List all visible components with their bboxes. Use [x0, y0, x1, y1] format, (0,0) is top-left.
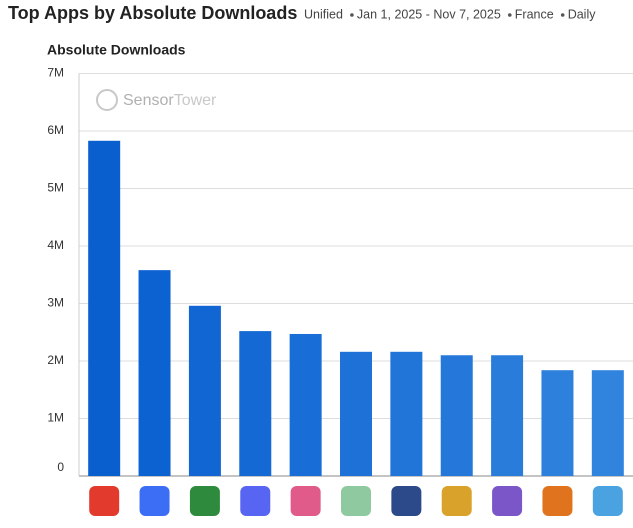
subtitle-part: France — [515, 7, 554, 21]
y-tick-label: 7M — [47, 66, 64, 80]
bar — [390, 351, 423, 476]
y-tick-label: 5M — [47, 181, 64, 195]
app-icon — [492, 486, 523, 516]
bar — [188, 305, 221, 476]
bar — [340, 351, 372, 476]
bar — [88, 140, 121, 476]
bar — [138, 270, 171, 476]
subtitle-part: Jan 1, 2025 - Nov 7, 2025 — [357, 7, 501, 21]
watermark-icon — [96, 89, 118, 111]
app-icon — [391, 486, 422, 516]
app-icon — [240, 486, 271, 516]
y-tick-label: 4M — [47, 238, 64, 252]
app-icon — [441, 486, 472, 516]
y-tick-label: 6M — [47, 123, 64, 137]
y-tick-label: 2M — [47, 353, 64, 367]
subtitle-part: Unified — [304, 7, 343, 21]
watermark-text: SensorTower — [123, 92, 217, 109]
bar — [239, 331, 272, 476]
y-axis-title: Absolute Downloads — [47, 42, 186, 58]
separator — [350, 13, 354, 17]
app-icon — [290, 486, 321, 516]
chart-title: Top Apps by Absolute Downloads — [8, 3, 297, 23]
separator — [507, 13, 512, 17]
app-icon — [89, 486, 120, 516]
subtitle-part: Daily — [568, 7, 597, 21]
y-tick-label: 0 — [57, 460, 64, 474]
separator — [560, 13, 565, 17]
app-icon — [189, 486, 220, 516]
bar — [491, 355, 524, 476]
app-icon — [139, 486, 170, 516]
app-icon — [592, 486, 623, 516]
watermark: SensorTower — [96, 89, 217, 111]
app-icon — [542, 486, 573, 516]
y-tick-label: 1M — [47, 411, 64, 425]
subtitle: Unified Jan 1, 2025 - Nov 7, 2025 France Da… — [304, 7, 596, 21]
y-tick-label: 3M — [47, 296, 64, 310]
bar — [440, 355, 473, 476]
bar — [541, 370, 574, 476]
bar — [289, 333, 322, 476]
app-icon — [341, 486, 371, 516]
bar — [591, 370, 624, 476]
